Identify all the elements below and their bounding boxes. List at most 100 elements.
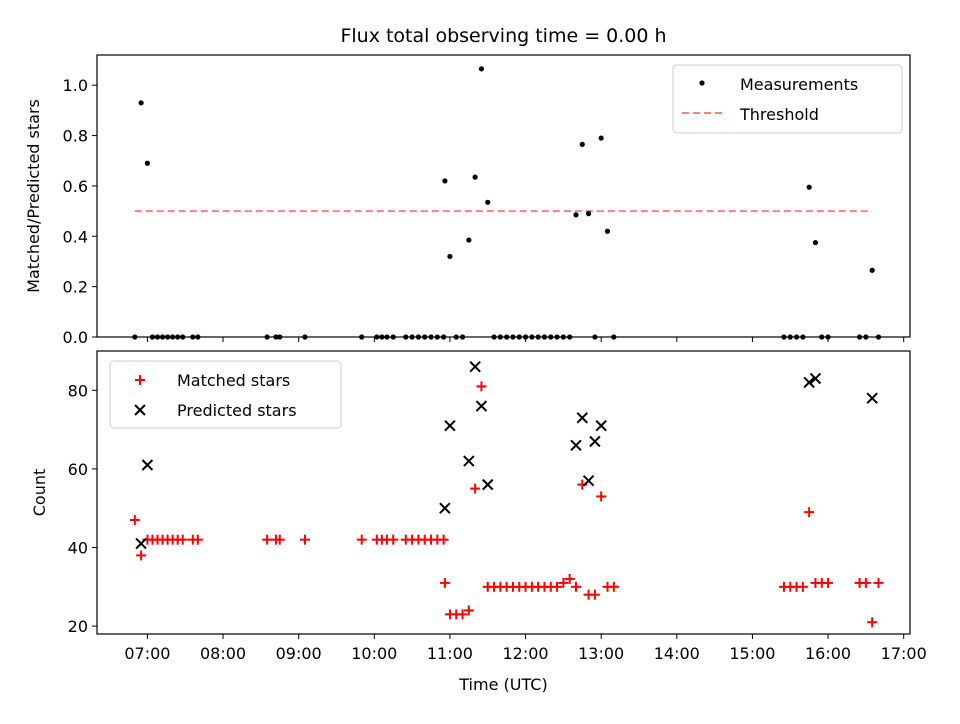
bottom-plot-frame <box>96 350 911 635</box>
matched-star-point <box>457 609 468 620</box>
y-tick-label: 20 <box>68 617 88 636</box>
matched-star-point <box>589 589 600 600</box>
matched-star-point <box>804 507 815 518</box>
matched-star-point <box>463 605 474 616</box>
bottom-axes: 20 40 60 80 07:00 08:00 09:00 10:00 11:00 12:00 13… <box>68 381 927 663</box>
predicted-star-point <box>576 412 588 424</box>
matched-star-point <box>797 581 808 592</box>
y-tick-label: 80 <box>68 381 88 400</box>
x-tick-label: 09:00 <box>276 644 322 663</box>
y-tick-label: 0.4 <box>63 227 88 246</box>
measurement-point <box>573 212 579 218</box>
predicted-star-point <box>589 435 601 448</box>
predicted-star-point <box>135 537 147 550</box>
chart-title: Flux total observing time = 0.00 h <box>340 25 666 47</box>
matched-star-point <box>274 534 285 545</box>
predicted-star-point <box>469 361 481 373</box>
legend-label-threshold: Threshold <box>739 105 819 124</box>
flux-ratio-panel: Flux total observing time = 0.00 h Match… <box>24 25 911 347</box>
predicted-star-point <box>444 419 456 432</box>
x-tick-label: 14:00 <box>654 644 700 663</box>
x-tick-label: 11:00 <box>427 644 473 663</box>
measurement-point <box>806 184 812 190</box>
x-tick-label: 07:00 <box>124 644 170 663</box>
bottom-data-marks <box>129 361 884 628</box>
matched-star-point <box>439 577 450 588</box>
measurement-point <box>466 237 472 243</box>
top-legend-box <box>672 64 903 134</box>
x-tick-label: 17:00 <box>881 644 927 663</box>
x-axis-label-time: Time (UTC) <box>458 675 547 694</box>
bottom-legend-box <box>109 360 342 429</box>
predicted-star-point <box>463 455 475 467</box>
legend-marker-predicted <box>134 404 146 416</box>
y-tick-label: 40 <box>68 539 88 558</box>
measurement-point <box>485 199 491 205</box>
y-tick-label: 60 <box>68 460 88 479</box>
predicted-star-point <box>595 419 607 432</box>
matched-star-point <box>823 577 834 588</box>
x-tick-label: 10:00 <box>351 644 397 663</box>
top-plot-frame <box>96 54 911 338</box>
measurement-point <box>598 135 604 141</box>
y-tick-label: 0.2 <box>63 278 88 297</box>
x-tick-label: 15:00 <box>729 644 775 663</box>
measurement-point <box>869 267 875 273</box>
measurement-point <box>812 239 819 246</box>
y-axis-label-count: Count <box>30 469 49 517</box>
measurement-point <box>585 211 592 217</box>
matched-star-point <box>867 617 878 628</box>
measurement-point <box>138 100 144 106</box>
matched-star-point <box>476 381 487 392</box>
matched-star-point <box>564 573 575 584</box>
legend-label-predicted: Predicted stars <box>177 401 297 420</box>
y-axis-label-ratio: Matched/Predicted stars <box>24 99 43 293</box>
matched-star-point <box>570 581 581 592</box>
predicted-star-point <box>475 400 488 412</box>
matched-star-point <box>177 534 188 545</box>
matched-star-point <box>388 534 399 545</box>
x-tick-label: 12:00 <box>503 644 549 663</box>
predicted-star-point <box>141 459 154 471</box>
matched-star-point <box>608 581 619 592</box>
top-legend: Measurements Threshold <box>672 64 903 134</box>
matched-star-point <box>873 577 884 588</box>
measurement-point <box>144 160 151 166</box>
bottom-legend: Matched stars Predicted stars <box>109 360 342 429</box>
predicted-star-point <box>809 372 822 385</box>
legend-plus-glyph <box>135 375 145 385</box>
matched-star-point <box>470 483 481 494</box>
predicted-star-point <box>803 376 815 389</box>
star-count-panel: Count Time (UTC) 20 40 60 80 07:00 08:00 09:00… <box>30 350 927 694</box>
y-tick-label: 0.0 <box>63 328 88 347</box>
matched-star-point <box>299 534 310 545</box>
predicted-star-point <box>439 502 451 514</box>
legend-x-glyph <box>134 404 146 416</box>
legend-label-matched: Matched stars <box>177 371 290 390</box>
legend-marker-measurements <box>699 80 705 86</box>
measurement-point <box>472 174 478 180</box>
y-tick-label: 0.8 <box>63 127 88 146</box>
measurement-point <box>478 66 485 72</box>
matched-star-point <box>262 534 273 545</box>
predicted-star-point <box>582 475 595 487</box>
legend-label-measurements: Measurements <box>740 75 858 94</box>
measurement-point <box>579 141 585 147</box>
measurement-point <box>442 178 448 184</box>
matched-star-point <box>438 534 449 545</box>
measurement-point <box>447 253 453 260</box>
predicted-star-point <box>866 392 878 404</box>
y-tick-label: 1.0 <box>63 76 88 95</box>
x-tick-label: 13:00 <box>578 644 624 663</box>
matched-star-point <box>558 577 569 588</box>
matched-star-point <box>136 550 147 561</box>
matched-star-point <box>192 534 203 545</box>
matched-star-point <box>356 534 367 545</box>
top-axes: 0.0 0.2 0.4 0.6 0.8 1.0 <box>63 76 905 347</box>
measurement-point <box>604 228 611 234</box>
matched-star-point <box>596 491 607 502</box>
x-tick-label: 08:00 <box>200 644 246 663</box>
matched-star-point <box>860 577 871 588</box>
matched-star-point <box>129 515 140 526</box>
